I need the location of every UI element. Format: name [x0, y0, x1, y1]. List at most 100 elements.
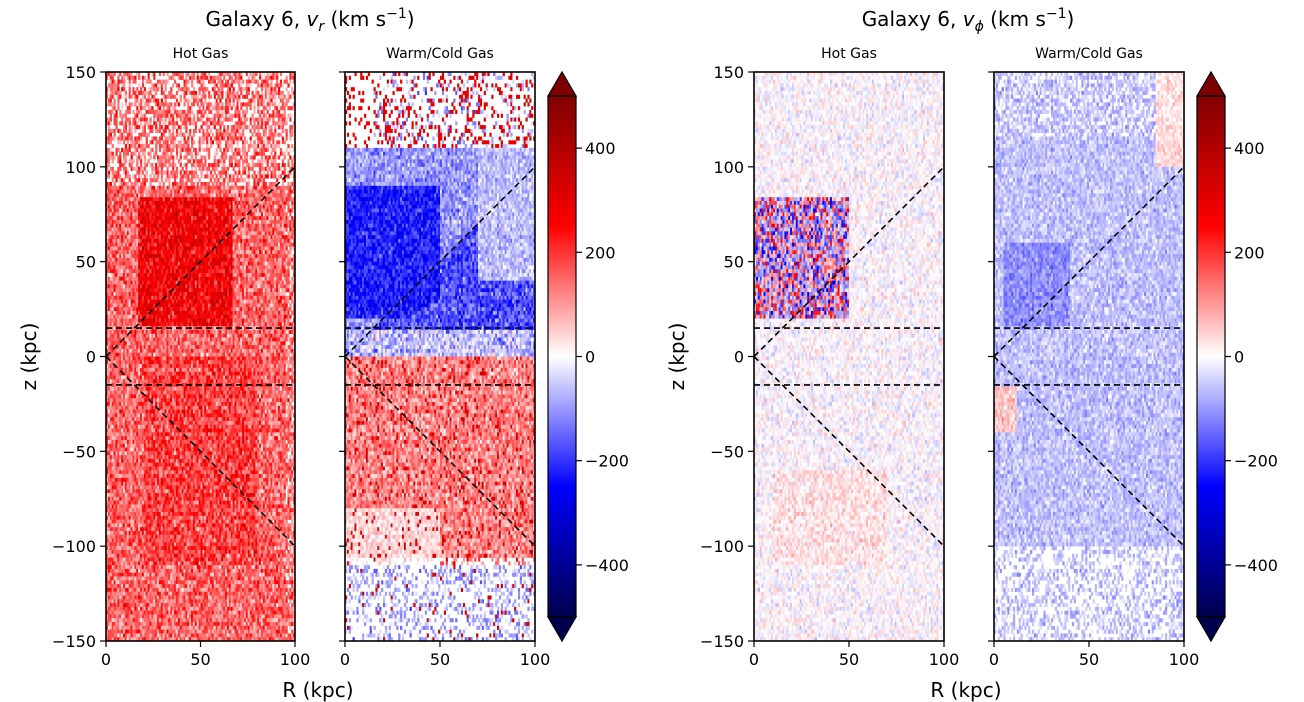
heatmap-cell: [132, 375, 134, 379]
heatmap-cell: [132, 216, 134, 220]
heatmap-cell: [112, 455, 114, 459]
heatmap-cell: [138, 580, 140, 584]
heatmap-cell: [123, 463, 125, 467]
heatmap-cell: [136, 338, 138, 342]
heatmap-cell: [117, 228, 119, 232]
heatmap-cell: [114, 300, 116, 304]
heatmap-cell: [119, 497, 121, 501]
heatmap-cell: [136, 531, 138, 535]
heatmap-cell: [127, 262, 129, 266]
heatmap-cell: [129, 364, 131, 368]
heatmap-cell: [117, 512, 119, 516]
heatmap-cell: [112, 220, 114, 224]
heatmap-cell: [125, 565, 127, 569]
heatmap-cell: [119, 550, 121, 554]
heatmap-cell: [127, 341, 129, 345]
heatmap-cell: [125, 209, 127, 213]
heatmap-cell: [115, 478, 117, 482]
heatmap-cell: [112, 178, 114, 182]
heatmap-cell: [110, 102, 112, 106]
heatmap-cell: [112, 357, 114, 361]
heatmap-cell: [110, 527, 112, 531]
heatmap-cell: [134, 220, 136, 224]
heatmap-cell: [121, 607, 123, 611]
heatmap-cell: [123, 95, 125, 99]
heatmap-cell: [123, 357, 125, 361]
heatmap-cell: [132, 265, 134, 269]
heatmap-cell: [115, 277, 117, 281]
heatmap-cell: [136, 136, 138, 140]
heatmap-cell: [121, 603, 123, 607]
heatmap-cell: [115, 224, 117, 228]
heatmap-cell: [138, 451, 140, 455]
heatmap-cell: [114, 91, 116, 95]
heatmap-cell: [121, 345, 123, 349]
heatmap-cell: [119, 292, 121, 296]
heatmap-cell: [127, 228, 129, 232]
heatmap-cell: [131, 611, 133, 615]
heatmap-cell: [123, 603, 125, 607]
heatmap-cell: [134, 527, 136, 531]
heatmap-cell: [121, 246, 123, 250]
heatmap-cell: [132, 330, 134, 334]
heatmap-cell: [127, 394, 129, 398]
heatmap-cell: [112, 470, 114, 474]
heatmap-cell: [136, 216, 138, 220]
heatmap-cell: [121, 580, 123, 584]
heatmap-cell: [129, 360, 131, 364]
heatmap-cell: [134, 485, 136, 489]
heatmap-cell: [123, 353, 125, 357]
heatmap-cell: [136, 269, 138, 273]
heatmap-cell: [117, 322, 119, 326]
heatmap-cell: [127, 174, 129, 178]
heatmap-cell: [110, 569, 112, 573]
heatmap-cell: [121, 216, 123, 220]
heatmap-cell: [112, 463, 114, 467]
heatmap-cell: [112, 311, 114, 315]
heatmap-cell: [129, 136, 131, 140]
heatmap-cell: [131, 489, 133, 493]
heatmap-cell: [119, 360, 121, 364]
heatmap-cell: [125, 394, 127, 398]
heatmap-cell: [112, 394, 114, 398]
heatmap-cell: [110, 345, 112, 349]
heatmap-cell: [123, 565, 125, 569]
heatmap-cell: [112, 231, 114, 235]
heatmap-cell: [131, 349, 133, 353]
heatmap-cell: [114, 303, 116, 307]
heatmap-cell: [112, 440, 114, 444]
heatmap-cell: [138, 288, 140, 292]
heatmap-cell: [134, 284, 136, 288]
heatmap-cell: [108, 626, 110, 630]
heatmap-cell: [108, 99, 110, 103]
heatmap-cell: [119, 288, 121, 292]
heatmap-cell: [127, 398, 129, 402]
heatmap-cell: [129, 478, 131, 482]
heatmap-cell: [131, 618, 133, 622]
heatmap-cell: [123, 288, 125, 292]
heatmap-cell: [115, 186, 117, 190]
heatmap-cell: [127, 254, 129, 258]
heatmap-cell: [119, 520, 121, 524]
heatmap-cell: [117, 504, 119, 508]
heatmap-cell: [119, 152, 121, 156]
heatmap-cell: [117, 467, 119, 471]
heatmap-cell: [129, 148, 131, 152]
heatmap-cell: [112, 372, 114, 376]
heatmap-cell: [112, 186, 114, 190]
heatmap-cell: [119, 220, 121, 224]
heatmap-cell: [119, 190, 121, 194]
heatmap-cell: [131, 239, 133, 243]
heatmap-cell: [112, 580, 114, 584]
heatmap-cell: [134, 368, 136, 372]
heatmap-cell: [123, 360, 125, 364]
heatmap-cell: [127, 250, 129, 254]
heatmap-cell: [138, 520, 140, 524]
heatmap-cell: [117, 607, 119, 611]
heatmap-cell: [121, 599, 123, 603]
heatmap-cell: [110, 250, 112, 254]
heatmap-cell: [123, 478, 125, 482]
heatmap-cell: [131, 588, 133, 592]
heatmap-cell: [131, 595, 133, 599]
heatmap-cell: [127, 338, 129, 342]
